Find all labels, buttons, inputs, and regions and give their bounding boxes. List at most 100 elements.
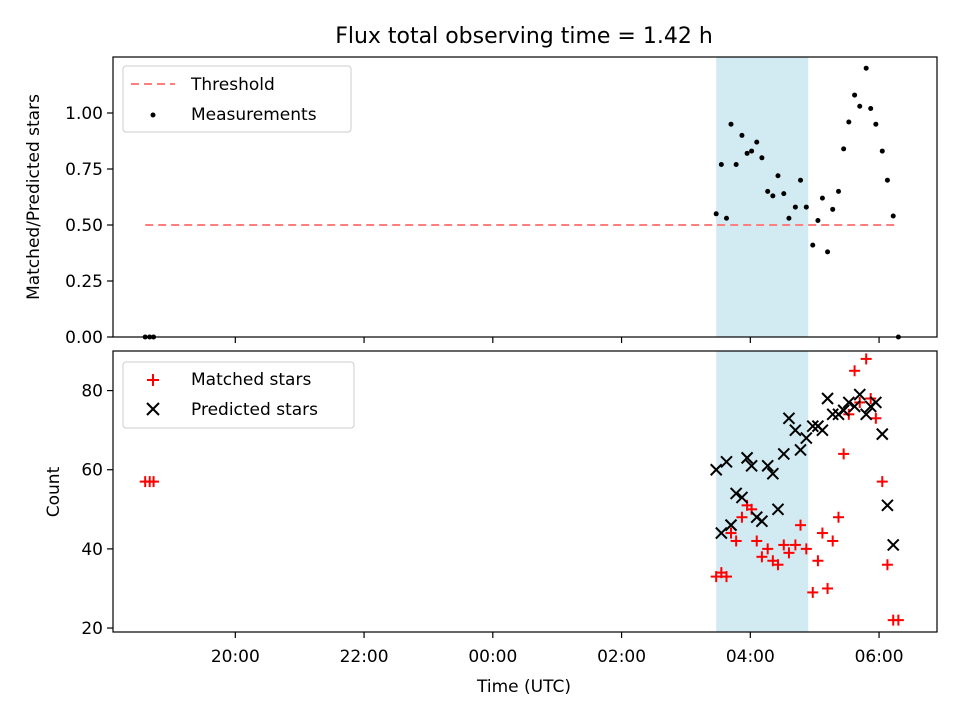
measurement-point xyxy=(765,188,771,194)
predicted-star-point xyxy=(729,487,743,500)
ratio-y-axis-label: Matched/Predicted stars xyxy=(24,94,44,300)
count-legend-box xyxy=(122,361,355,429)
predicted-star-point xyxy=(816,423,829,437)
predicted-star-point xyxy=(777,447,790,461)
matched-star-point xyxy=(720,571,732,583)
measurement-point xyxy=(733,162,739,168)
measurement-point xyxy=(841,146,847,152)
measurement-point xyxy=(815,218,821,224)
measurement-point xyxy=(775,173,781,179)
matched-star-point xyxy=(730,535,742,547)
matched-star-point xyxy=(870,412,882,424)
matched-star-point xyxy=(812,555,824,567)
predicted-star-point xyxy=(826,408,839,421)
measurement-point xyxy=(825,249,831,255)
ratio-y-ticks: 0.00 0.25 0.50 0.75 1.00 xyxy=(65,104,113,348)
predicted-star-point xyxy=(740,451,754,465)
predicted-star-point xyxy=(709,463,723,476)
measurement-point xyxy=(819,195,825,201)
matched-star-point xyxy=(827,535,839,547)
measurement-point xyxy=(744,150,750,156)
ratio-x-ticks xyxy=(234,337,880,343)
y-tick-label: 0.75 xyxy=(65,160,103,180)
matched-star-point xyxy=(789,539,801,551)
measurement-point xyxy=(749,148,755,154)
legend-matched-swatch xyxy=(147,374,159,386)
measurement-point xyxy=(836,188,842,194)
ratio-axes-frame xyxy=(112,56,938,338)
count-y-axis-label: Count xyxy=(44,466,64,517)
measurement-point xyxy=(718,162,724,168)
measurement-point xyxy=(884,177,890,183)
predicted-star-point xyxy=(859,408,873,421)
measurement-point xyxy=(852,92,858,98)
x-tick-label: 00:00 xyxy=(468,647,517,667)
predicted-star-point xyxy=(853,388,866,401)
matched-star-point xyxy=(807,586,819,598)
count-axes-frame xyxy=(112,350,938,633)
y-tick-label: 0.50 xyxy=(65,216,103,236)
matched-star-point xyxy=(860,353,872,365)
matched-star-point xyxy=(892,614,904,626)
y-tick-label: 60 xyxy=(81,461,103,481)
predicted-star-point xyxy=(789,423,802,437)
measurement-point xyxy=(713,211,719,217)
matched-star-point xyxy=(838,448,850,460)
ratio-shaded-span xyxy=(716,57,809,337)
y-tick-label: 0.25 xyxy=(65,272,103,292)
measurement-point xyxy=(830,206,836,212)
predicted-star-point xyxy=(766,467,780,480)
matched-star-point xyxy=(833,511,845,523)
predicted-star-point xyxy=(821,392,834,405)
measurement-point xyxy=(890,213,896,219)
matched-star-point xyxy=(772,559,784,571)
measurement-point xyxy=(873,121,879,127)
count-shaded-span xyxy=(716,351,809,632)
measurement-point xyxy=(798,177,804,183)
predicted-star-point xyxy=(794,443,807,457)
measurement-point xyxy=(786,215,792,221)
count-legend: Matched stars Predicted stars xyxy=(122,361,355,429)
measurement-point xyxy=(723,215,729,221)
x-tick-label: 06:00 xyxy=(855,647,904,667)
y-tick-label: 1.00 xyxy=(65,104,103,124)
matched-star-point xyxy=(822,582,834,594)
predicted-star-point xyxy=(869,396,883,409)
count-y-ticks: 20 40 60 80 xyxy=(81,382,113,639)
measurement-point xyxy=(857,103,863,109)
measurement-point xyxy=(863,65,869,71)
predicted-star-point xyxy=(881,499,894,512)
measurement-point xyxy=(803,204,809,210)
ratio-legend-box xyxy=(122,65,352,133)
predicted-star-point xyxy=(806,419,819,433)
legend-measurement-label: Measurements xyxy=(191,105,317,125)
legend-measurement-swatch xyxy=(150,112,156,118)
matched-star-point xyxy=(876,476,888,488)
predicted-star-point xyxy=(800,431,813,445)
predicted-star-point xyxy=(771,503,785,516)
predicted-star-point xyxy=(735,491,749,504)
predicted-star-point xyxy=(887,538,900,552)
matched-star-point xyxy=(800,543,812,555)
measurement-point xyxy=(879,148,885,154)
measurement-point xyxy=(759,155,765,161)
matched-star-point xyxy=(725,527,737,539)
predicted-star-point xyxy=(720,455,733,469)
predicted-star-point xyxy=(715,526,728,540)
measurement-point xyxy=(728,121,734,127)
predicted-star-point xyxy=(761,459,774,472)
count-x-ticks: 20:00 22:00 00:00 02:00 04:00 06:00 xyxy=(211,632,904,667)
measurement-point xyxy=(754,139,760,145)
matched-star-point xyxy=(783,547,795,559)
matched-star-point xyxy=(756,551,768,563)
measurement-points xyxy=(142,65,901,340)
predicted-star-point xyxy=(848,400,861,413)
measurement-point xyxy=(781,191,787,197)
predicted-star-point xyxy=(782,412,796,425)
legend-threshold-label: Threshold xyxy=(190,75,275,95)
predicted-star-point xyxy=(724,518,738,532)
measurement-point xyxy=(846,119,852,125)
count-points xyxy=(139,353,904,626)
